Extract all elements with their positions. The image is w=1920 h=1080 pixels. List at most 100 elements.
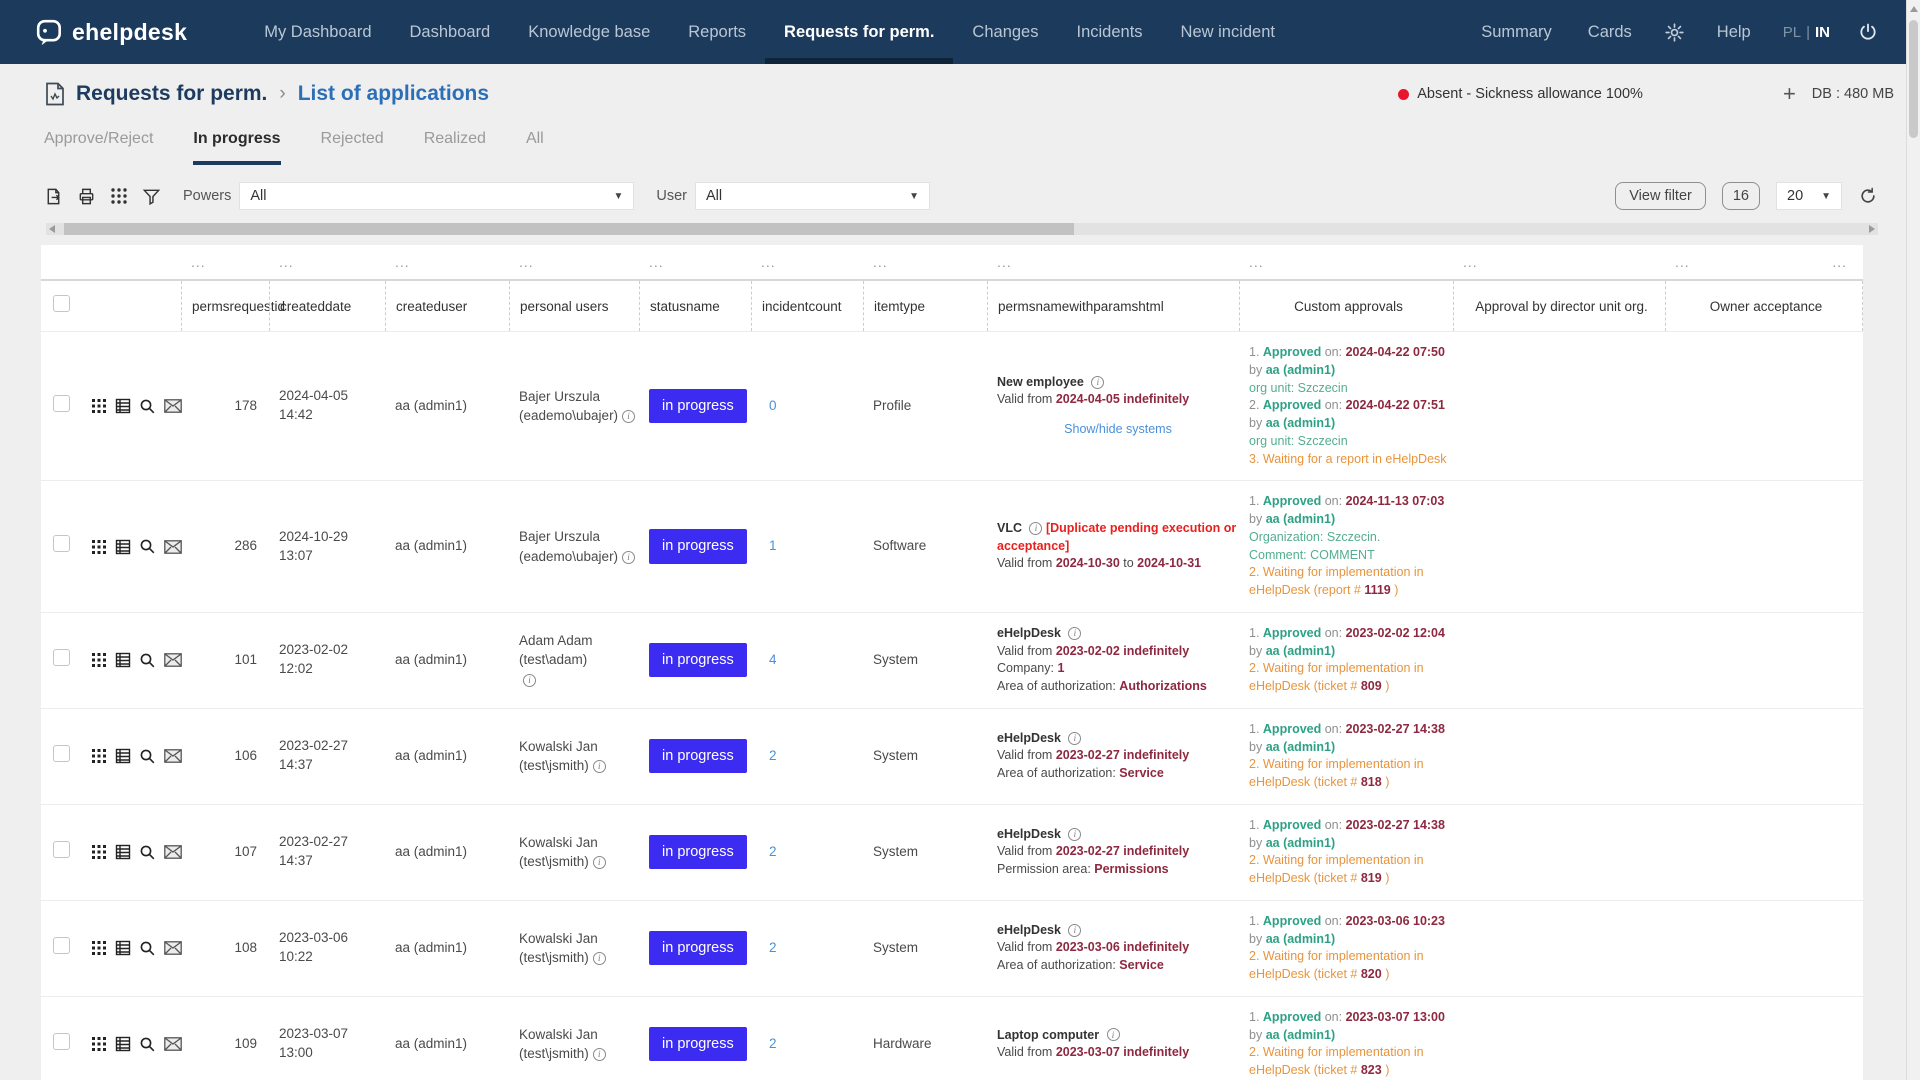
row-search-icon[interactable] [139, 398, 156, 415]
incident-count-link[interactable]: 4 [769, 651, 777, 667]
column-header-statusname[interactable]: statusname [639, 281, 751, 331]
row-checkbox[interactable] [53, 394, 70, 412]
tab-all[interactable]: All [525, 130, 544, 147]
column-header-permsnamewithparamshtml[interactable]: permsnamewithparamshtml [987, 281, 1239, 331]
info-icon[interactable] [1091, 375, 1105, 389]
print-icon[interactable] [77, 187, 96, 206]
nav-item-reports[interactable]: Reports [688, 22, 747, 41]
select-all-checkbox[interactable] [53, 295, 70, 312]
column-header-approval-by-director-unit-org[interactable]: Approval by director unit org. [1453, 281, 1665, 331]
info-icon[interactable] [592, 856, 606, 870]
info-icon[interactable] [523, 674, 536, 688]
info-icon[interactable] [622, 550, 636, 564]
horizontal-scrollbar[interactable] [46, 223, 1878, 235]
nav-item-dashboard[interactable]: Dashboard [409, 22, 491, 41]
nav-item-cards[interactable]: Cards [1587, 22, 1632, 41]
grid-view-icon[interactable] [110, 187, 128, 205]
row-grid-icon[interactable] [91, 398, 107, 414]
column-header-incidentcount[interactable]: incidentcount [751, 281, 863, 331]
nav-item-knowledge-base[interactable]: Knowledge base [528, 22, 651, 41]
tab-approve-reject[interactable]: Approve/Reject [44, 130, 154, 147]
row-details-icon[interactable] [115, 652, 131, 668]
page-size-select[interactable]: 20 ▼ [1776, 182, 1842, 210]
row-search-icon[interactable] [139, 940, 156, 957]
nav-item-help[interactable]: Help [1716, 22, 1751, 41]
row-checkbox[interactable] [53, 936, 70, 954]
row-search-icon[interactable] [139, 748, 156, 765]
nav-item-my-dashboard[interactable]: My Dashboard [264, 22, 372, 41]
row-mail-icon[interactable] [164, 1037, 182, 1052]
column-menu[interactable]: ... [519, 254, 534, 270]
row-grid-icon[interactable] [91, 844, 107, 860]
nav-item-incidents[interactable]: Incidents [1076, 22, 1143, 41]
column-menu[interactable]: ... [997, 254, 1012, 270]
info-icon[interactable] [1068, 731, 1082, 745]
incident-count-link[interactable]: 0 [769, 397, 777, 413]
row-mail-icon[interactable] [164, 653, 182, 668]
column-header-itemtype[interactable]: itemtype [863, 281, 987, 331]
show-hide-systems-link[interactable]: Show/hide systems [1064, 422, 1172, 437]
tab-rejected[interactable]: Rejected [320, 130, 384, 147]
info-icon[interactable] [1068, 827, 1082, 841]
nav-item-requests-for-perm[interactable]: Requests for perm. [765, 0, 954, 64]
records-count-badge[interactable]: 16 [1721, 182, 1760, 210]
info-icon[interactable] [592, 760, 606, 774]
row-grid-icon[interactable] [91, 940, 107, 956]
column-menu[interactable]: ... [873, 254, 888, 270]
scrollbar-up-arrow-icon[interactable] [1909, 6, 1918, 12]
row-grid-icon[interactable] [91, 748, 107, 764]
column-menu[interactable]: ... [395, 254, 410, 270]
row-details-icon[interactable] [115, 398, 131, 414]
add-button[interactable]: + [1782, 81, 1796, 106]
row-search-icon[interactable] [139, 538, 156, 555]
row-mail-icon[interactable] [164, 941, 182, 956]
lang-pl[interactable]: PL [1782, 23, 1802, 41]
row-mail-icon[interactable] [164, 749, 182, 764]
column-menu[interactable]: ... [1463, 254, 1478, 270]
column-menu[interactable]: ... [191, 254, 206, 270]
horizontal-scrollbar-thumb[interactable] [64, 223, 1074, 235]
info-icon[interactable] [1068, 923, 1082, 937]
row-search-icon[interactable] [139, 844, 156, 861]
row-grid-icon[interactable] [91, 539, 107, 555]
incident-count-link[interactable]: 2 [769, 1035, 777, 1051]
row-mail-icon[interactable] [164, 539, 182, 554]
info-icon[interactable] [592, 1048, 606, 1062]
nav-item-new-incident[interactable]: New incident [1180, 22, 1275, 41]
row-details-icon[interactable] [115, 748, 131, 764]
tab-realized[interactable]: Realized [423, 130, 486, 147]
row-checkbox[interactable] [53, 648, 70, 666]
page-scrollbar[interactable] [1906, 0, 1920, 1080]
row-grid-icon[interactable] [91, 652, 107, 668]
incident-count-link[interactable]: 1 [769, 538, 777, 554]
info-icon[interactable] [1068, 626, 1082, 640]
scroll-left-arrow-icon[interactable] [49, 225, 55, 233]
settings-gear-icon[interactable] [1652, 22, 1697, 43]
column-header-createddate[interactable]: createddate [269, 281, 385, 331]
language-switcher[interactable]: PL | IN [1771, 24, 1842, 41]
user-select[interactable]: All ▼ [694, 182, 930, 210]
column-header-personal-users[interactable]: personal users [509, 281, 639, 331]
column-header-createduser[interactable]: createduser [385, 281, 509, 331]
info-icon[interactable] [592, 952, 606, 966]
view-filter-button[interactable]: View filter [1615, 182, 1706, 210]
info-icon[interactable] [622, 410, 636, 424]
row-checkbox[interactable] [53, 1032, 70, 1050]
column-menu[interactable]: ... [1832, 254, 1847, 270]
column-menu[interactable]: ... [761, 254, 776, 270]
column-menu[interactable]: ... [649, 254, 664, 270]
incident-count-link[interactable]: 2 [769, 843, 777, 859]
info-icon[interactable] [1106, 1028, 1120, 1042]
column-header-custom-approvals[interactable]: Custom approvals [1239, 281, 1453, 331]
export-icon[interactable] [44, 187, 63, 206]
incident-count-link[interactable]: 2 [769, 939, 777, 955]
row-search-icon[interactable] [139, 1036, 156, 1053]
column-menu[interactable]: ... [279, 254, 294, 270]
scroll-right-arrow-icon[interactable] [1869, 225, 1875, 233]
column-menu[interactable]: ... [1249, 254, 1264, 270]
row-search-icon[interactable] [139, 652, 156, 669]
app-logo[interactable]: ehelpdesk [36, 19, 187, 46]
row-details-icon[interactable] [115, 539, 131, 555]
row-mail-icon[interactable] [164, 845, 182, 860]
breadcrumb-current[interactable]: List of applications [297, 82, 490, 105]
